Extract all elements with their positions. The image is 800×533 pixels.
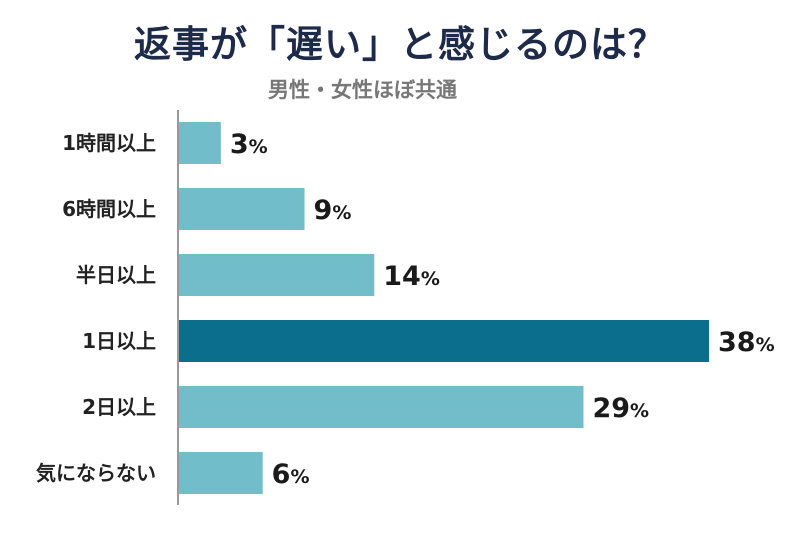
category-label: 2日以上 (82, 395, 156, 419)
bar (179, 188, 305, 230)
value-label: 38% (718, 327, 775, 358)
value-label: 3% (230, 129, 268, 160)
category-label: 半日以上 (76, 263, 156, 287)
value-label: 9% (314, 195, 352, 226)
category-label: 気にならない (36, 461, 156, 485)
value-label: 14% (383, 261, 440, 292)
category-label: 6時間以上 (62, 197, 156, 221)
bar (179, 452, 263, 494)
bar (179, 320, 709, 362)
category-label: 1日以上 (82, 329, 156, 353)
bar (179, 254, 375, 296)
chart-subtitle: 男性・女性ほぼ共通 (268, 78, 457, 102)
bar (179, 386, 584, 428)
bar (179, 122, 221, 164)
value-label: 6% (272, 459, 310, 490)
chart-title: 返事が「遅い」と感じるのは？ (134, 23, 666, 66)
value-label: 29% (592, 393, 649, 424)
category-label: 1時間以上 (62, 131, 156, 155)
